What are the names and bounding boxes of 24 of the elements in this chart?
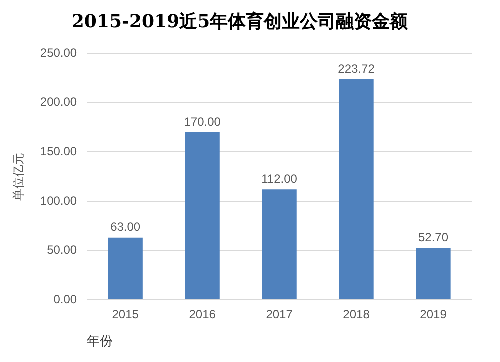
data-label: 223.72 bbox=[338, 62, 376, 76]
x-tick-label: 2016 bbox=[189, 308, 216, 322]
y-tick-label: 250.00 bbox=[40, 46, 78, 60]
data-label: 112.00 bbox=[262, 172, 298, 186]
y-tick-label: 150.00 bbox=[40, 144, 78, 158]
x-axis-title: 年份 bbox=[87, 334, 114, 350]
data-label: 52.70 bbox=[418, 230, 449, 244]
x-tick-label: 2018 bbox=[343, 308, 370, 322]
bar bbox=[185, 132, 220, 300]
x-tick-label: 2019 bbox=[420, 308, 448, 322]
bar bbox=[108, 238, 143, 300]
y-tick-label: 100.00 bbox=[40, 194, 78, 208]
y-tick-label: 50.00 bbox=[47, 243, 78, 258]
x-tick-label: 2017 bbox=[266, 308, 294, 322]
data-label: 63.00 bbox=[110, 220, 141, 234]
data-label: 170.00 bbox=[184, 114, 222, 129]
bar bbox=[416, 248, 451, 300]
bar bbox=[339, 80, 374, 300]
y-tick-label: 200.00 bbox=[40, 95, 78, 110]
x-tick-label: 2015 bbox=[112, 308, 140, 322]
chart-title: 2015-2019近5年体育创业公司融资金额 bbox=[72, 10, 410, 32]
bar bbox=[262, 190, 297, 300]
y-tick-label: 0.00 bbox=[54, 292, 78, 306]
y-axis-title: 单位亿元 bbox=[11, 152, 26, 201]
